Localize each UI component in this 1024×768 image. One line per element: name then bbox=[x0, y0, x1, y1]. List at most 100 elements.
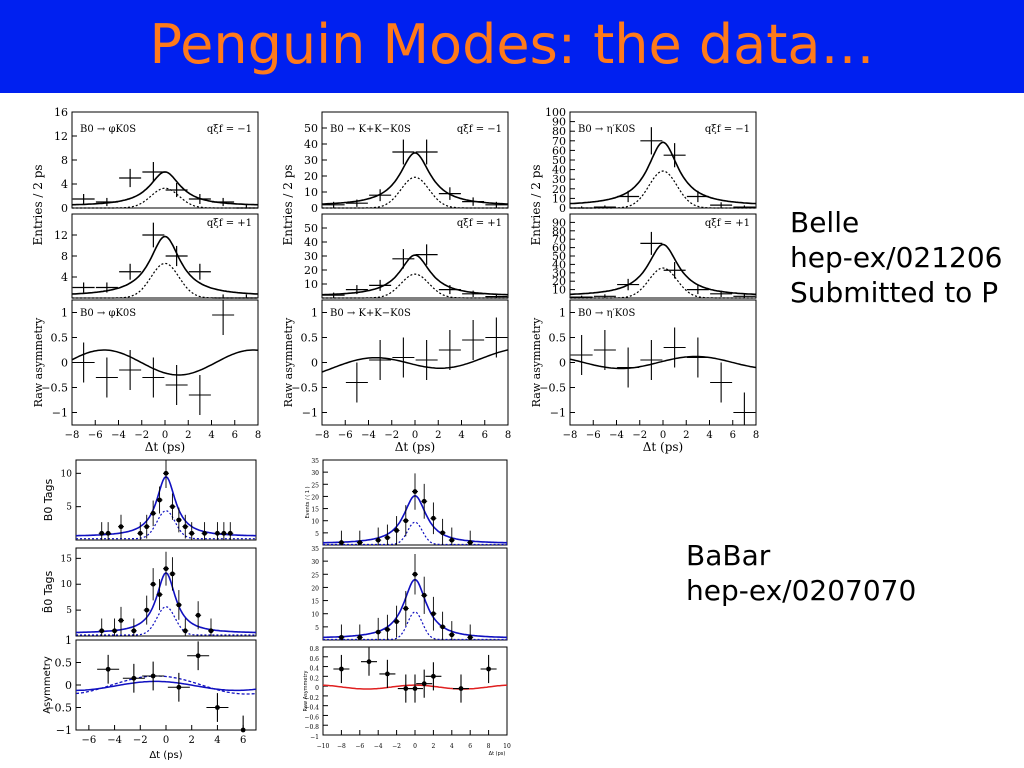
belle-1-mode-label: B0 → K+K−K0S bbox=[330, 124, 411, 135]
belle-2-asym-xtick-label: 4 bbox=[706, 430, 712, 441]
babar-1-panel-1-data-dot bbox=[394, 619, 399, 624]
babar-1-asym-ytick-label: 0.2 bbox=[309, 675, 319, 682]
belle-2-asym-ytick-label: 0 bbox=[559, 357, 566, 370]
belle-1-asym-ytick-label: 0 bbox=[311, 357, 318, 370]
babar-1-panel-0-ylabel: Events / ( 1 ) bbox=[305, 486, 311, 518]
belle-1-asym-ylabel: Raw asymmetry bbox=[282, 317, 295, 407]
babar-0-asym-ytick-label: 1 bbox=[65, 634, 72, 647]
belle-2-asym-ytick-label: 1 bbox=[559, 307, 566, 320]
title-bar: Penguin Modes: the data… bbox=[0, 0, 1024, 93]
belle-2-lower-ytick-label: 60 bbox=[552, 242, 566, 255]
belle-2-asym-ytick-label: 0.5 bbox=[549, 332, 567, 345]
belle-0-ylabel: Entries / 2 ps bbox=[31, 164, 45, 245]
belle-1-lower-fit-total bbox=[322, 254, 508, 296]
belle-0-asym-ylabel: Raw asymmetry bbox=[32, 317, 45, 407]
belle-2-xlabel: Δt (ps) bbox=[643, 440, 684, 454]
belle-0-upper-ytick-label: 8 bbox=[61, 154, 68, 167]
babar-1-panel-0-data-dot bbox=[412, 489, 418, 494]
babar-0-panel-1-frame bbox=[75, 547, 257, 637]
babar-0-asym-data-dot bbox=[176, 684, 182, 690]
babar-1-panel-0-data-dot bbox=[467, 540, 473, 545]
babar-1-asym-data-dot bbox=[486, 666, 491, 672]
babar-1-panel-1-data-dot bbox=[375, 629, 381, 635]
babar-1-panel-0-data-dot bbox=[440, 530, 445, 536]
babar-0-panel-1-fit-signal bbox=[76, 606, 256, 636]
belle-2-lower-ytick-label: 80 bbox=[552, 225, 566, 238]
babar-0-panel-1-ytick-label: 15 bbox=[61, 554, 73, 564]
belle-2-asym-xtick-label: 6 bbox=[730, 430, 736, 441]
babar-0-asym-xtick-label: −4 bbox=[107, 735, 122, 746]
belle-1-upper-ytick-label: 20 bbox=[304, 170, 318, 183]
belle-0-lower-ytick-label: 4 bbox=[61, 271, 68, 284]
babar-0-xlabel: Δt (ps) bbox=[149, 750, 182, 761]
belle-1-upper-ytick-label: 40 bbox=[304, 138, 318, 151]
babar-0-panel-1-data-dot bbox=[99, 628, 105, 634]
babar-1-asym-xtick-label: 0 bbox=[413, 743, 417, 750]
babar-1-panel-0-ytick-label: 5 bbox=[315, 531, 319, 538]
belle-0-asym-ytick-label: 1 bbox=[61, 307, 68, 320]
babar-1-asym-data-dot bbox=[412, 686, 418, 691]
babar-0-asym-data-dot bbox=[105, 666, 111, 672]
babar-1-asym-ytick-label: −0.2 bbox=[304, 695, 319, 702]
babar-1-panel-1-ytick-label: 10 bbox=[311, 612, 319, 619]
babar-0-asym-xtick-label: −6 bbox=[81, 735, 96, 746]
babar-1-asym-data-dot bbox=[458, 686, 464, 691]
belle-1-lower-fit-signal bbox=[322, 273, 508, 299]
belle-2-upper-ytick-label: 10 bbox=[552, 192, 566, 205]
belle-1-upper-fit-signal bbox=[322, 176, 508, 209]
belle-1-upper-ytick-label: 10 bbox=[304, 186, 318, 199]
belle-0-upper-fit-signal bbox=[72, 187, 258, 209]
babar-0-asym-ytick-label: −1 bbox=[56, 724, 72, 737]
belle-2-upper-ytick-label: 40 bbox=[552, 164, 566, 177]
belle-2-asym-ytick-label: −0.5 bbox=[539, 382, 566, 395]
babar-1-panel-0-ytick-label: 20 bbox=[311, 494, 319, 501]
belle-1-asym-xtick-label: −4 bbox=[361, 430, 376, 441]
babar-0-asym-xtick-label: −2 bbox=[133, 735, 148, 746]
belle-2-upper-ytick-label: 30 bbox=[552, 173, 566, 186]
belle-0-asym-fit-curve bbox=[71, 349, 259, 376]
babar-1-asym-xtick-label: −8 bbox=[337, 743, 346, 750]
babar-0-asym-ylabel: Asymmetry bbox=[42, 656, 53, 714]
belle-2-upper-fit-total bbox=[569, 141, 757, 205]
babar-1-asym-ytick-label: 0.6 bbox=[309, 656, 319, 663]
belle-1-asym-xtick-label: 4 bbox=[458, 430, 464, 441]
babar-0-panel-0-data-dot bbox=[105, 530, 111, 536]
babar-1-panel-0-data-dot bbox=[394, 528, 399, 533]
belle-0-upper-ytick-label: 16 bbox=[54, 106, 68, 119]
babar-1-asym-data-dot bbox=[385, 671, 390, 677]
belle-1-asym-mode-label: B0 → K+K−K0S bbox=[330, 308, 411, 319]
babar-0-panel-1-data-dot bbox=[170, 571, 175, 577]
babar-1-panel-0-ytick-label: 15 bbox=[311, 507, 319, 514]
belle-2-upper-ytick-label: 60 bbox=[552, 144, 566, 157]
belle-2-upper-ytick-label: 100 bbox=[545, 106, 566, 119]
babar-1-asym-ylabel: Raw Asymmetry bbox=[303, 671, 309, 712]
belle-0-asym-xtick-label: −6 bbox=[88, 430, 103, 441]
babar-1-asym-data-dot bbox=[421, 681, 427, 687]
babar-1-panel-1-data-dot bbox=[339, 634, 344, 640]
babar-0-asym-ytick-label: 0.5 bbox=[55, 657, 73, 670]
belle-1-asym-ytick-label: −0.5 bbox=[291, 382, 318, 395]
belle-0-lower-fit-signal bbox=[72, 262, 258, 299]
belle-2-upper-ytick-label: 20 bbox=[552, 183, 566, 196]
belle-2-asym-xtick-label: −8 bbox=[563, 430, 578, 441]
belle-2-upper-ytick-label: 80 bbox=[552, 125, 566, 138]
belle-0-asym-xtick-label: −8 bbox=[65, 430, 80, 441]
babar-1-asym-ytick-label: −0.6 bbox=[304, 714, 319, 721]
babar-1-panel-1-data-dot bbox=[412, 571, 418, 577]
belle-2-mode-label: B0 → η′K0S bbox=[578, 124, 636, 135]
belle-2-upper-fit-signal bbox=[570, 170, 756, 209]
babar-0-panel-1-ytick-label: 5 bbox=[66, 606, 72, 616]
babar-0-panel-1-data-dot bbox=[195, 612, 201, 618]
babar-1-asym-ytick-label: −0.4 bbox=[304, 705, 319, 712]
belle-2-asym-xtick-label: 2 bbox=[683, 430, 689, 441]
babar-1-panel-1-data-dot bbox=[440, 624, 445, 630]
belle-2-lower-ytick-label: 90 bbox=[552, 216, 566, 229]
babar-1-panel-0-ytick-label: 25 bbox=[311, 482, 319, 489]
babar-0-asym-data-dot bbox=[215, 705, 220, 710]
babar-1-asym-xtick-label: −4 bbox=[374, 743, 383, 750]
babar-0-panel-0-data-dot bbox=[163, 470, 169, 476]
belle-1-asym-ytick-label: −1 bbox=[302, 407, 318, 420]
belle-0-tag-minus: qξf = −1 bbox=[207, 124, 252, 135]
babar-1-panel-0-data-dot bbox=[403, 518, 409, 524]
